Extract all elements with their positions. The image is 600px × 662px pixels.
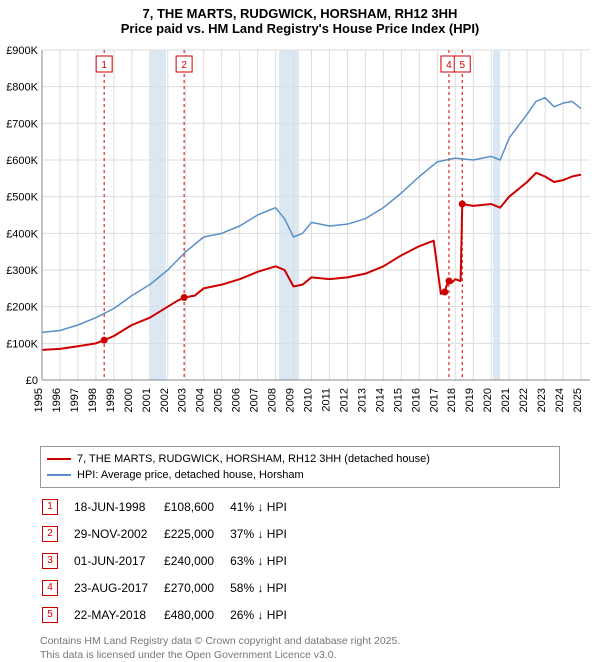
- event-date: 01-JUN-2017: [74, 548, 162, 573]
- event-marker-5: 5: [42, 607, 58, 623]
- event-price: £225,000: [164, 521, 228, 546]
- svg-text:2008: 2008: [267, 388, 279, 412]
- legend-row-1: HPI: Average price, detached house, Hors…: [47, 467, 553, 483]
- figure-root: 7, THE MARTS, RUDGWICK, HORSHAM, RH12 3H…: [0, 0, 600, 650]
- svg-text:£900K: £900K: [6, 45, 38, 57]
- event-date: 23-AUG-2017: [74, 575, 162, 600]
- event-delta: 41% ↓ HPI: [230, 494, 301, 519]
- svg-text:1995: 1995: [33, 388, 45, 412]
- event-date: 18-JUN-1998: [74, 494, 162, 519]
- svg-text:2024: 2024: [554, 388, 566, 412]
- svg-text:2001: 2001: [141, 388, 153, 412]
- event-delta: 26% ↓ HPI: [230, 602, 301, 627]
- svg-text:2006: 2006: [231, 388, 243, 412]
- event-row: 4 23-AUG-2017£270,00058% ↓ HPI: [42, 575, 301, 600]
- event-marker-2: 2: [42, 526, 58, 542]
- svg-text:2011: 2011: [320, 388, 332, 412]
- legend-swatch-0: [47, 458, 71, 460]
- legend-swatch-1: [47, 474, 71, 476]
- svg-text:1997: 1997: [69, 388, 81, 412]
- svg-text:£0: £0: [26, 375, 38, 387]
- svg-text:2010: 2010: [303, 388, 315, 412]
- svg-text:£300K: £300K: [6, 265, 38, 277]
- event-marker-3: 3: [42, 553, 58, 569]
- svg-text:2000: 2000: [123, 388, 135, 412]
- svg-text:2018: 2018: [446, 388, 458, 412]
- svg-text:£800K: £800K: [6, 82, 38, 94]
- chart-svg: £0 £100K £200K £300K £400K £500K £600K £700K £80…: [0, 40, 600, 440]
- events-table: 1 18-JUN-1998£108,60041% ↓ HPI 2 29-NOV-200…: [40, 492, 303, 629]
- event-marker-4: 4: [42, 580, 58, 596]
- svg-text:£400K: £400K: [6, 228, 38, 240]
- svg-text:2009: 2009: [285, 388, 297, 412]
- legend-box: 7, THE MARTS, RUDGWICK, HORSHAM, RH12 3H…: [40, 446, 560, 488]
- svg-text:2015: 2015: [392, 388, 404, 412]
- svg-text:2025: 2025: [572, 388, 584, 412]
- event-date: 29-NOV-2002: [74, 521, 162, 546]
- svg-text:2017: 2017: [428, 388, 440, 412]
- event-delta: 58% ↓ HPI: [230, 575, 301, 600]
- svg-text:2003: 2003: [177, 388, 189, 412]
- legend-label-1: HPI: Average price, detached house, Hors…: [77, 469, 304, 481]
- svg-text:1999: 1999: [105, 388, 117, 412]
- footer: Contains HM Land Registry data © Crown c…: [40, 635, 560, 662]
- legend-label-0: 7, THE MARTS, RUDGWICK, HORSHAM, RH12 3H…: [77, 453, 430, 465]
- chart-area: £0 £100K £200K £300K £400K £500K £600K £700K £80…: [0, 40, 600, 440]
- svg-text:2002: 2002: [159, 388, 171, 412]
- svg-text:1998: 1998: [87, 388, 99, 412]
- event-row: 1 18-JUN-1998£108,60041% ↓ HPI: [42, 494, 301, 519]
- svg-text:2016: 2016: [410, 388, 422, 412]
- svg-text:1: 1: [101, 60, 107, 71]
- svg-text:£200K: £200K: [6, 302, 38, 314]
- svg-text:1996: 1996: [51, 388, 63, 412]
- svg-text:£500K: £500K: [6, 192, 38, 204]
- svg-text:2020: 2020: [482, 388, 494, 412]
- svg-text:2: 2: [181, 60, 187, 71]
- footer-line-2: This data is licensed under the Open Gov…: [40, 649, 560, 662]
- event-price: £270,000: [164, 575, 228, 600]
- event-delta: 63% ↓ HPI: [230, 548, 301, 573]
- event-marker-1: 1: [42, 499, 58, 515]
- svg-text:2013: 2013: [356, 388, 368, 412]
- svg-text:2005: 2005: [213, 388, 225, 412]
- event-row: 5 22-MAY-2018£480,00026% ↓ HPI: [42, 602, 301, 627]
- title-block: 7, THE MARTS, RUDGWICK, HORSHAM, RH12 3H…: [0, 0, 600, 40]
- svg-text:2019: 2019: [464, 388, 476, 412]
- event-row: 2 29-NOV-2002£225,00037% ↓ HPI: [42, 521, 301, 546]
- svg-text:2004: 2004: [195, 388, 207, 412]
- event-delta: 37% ↓ HPI: [230, 521, 301, 546]
- svg-text:2021: 2021: [500, 388, 512, 412]
- event-price: £240,000: [164, 548, 228, 573]
- svg-text:2022: 2022: [518, 388, 530, 412]
- svg-text:2012: 2012: [338, 388, 350, 412]
- event-price: £480,000: [164, 602, 228, 627]
- event-row: 3 01-JUN-2017£240,00063% ↓ HPI: [42, 548, 301, 573]
- svg-text:2023: 2023: [536, 388, 548, 412]
- svg-text:5: 5: [459, 60, 465, 71]
- svg-text:£100K: £100K: [6, 338, 38, 350]
- title-line-1: 7, THE MARTS, RUDGWICK, HORSHAM, RH12 3H…: [0, 6, 600, 21]
- event-price: £108,600: [164, 494, 228, 519]
- svg-text:£600K: £600K: [6, 155, 38, 167]
- footer-line-1: Contains HM Land Registry data © Crown c…: [40, 635, 560, 649]
- svg-text:£700K: £700K: [6, 118, 38, 130]
- event-date: 22-MAY-2018: [74, 602, 162, 627]
- svg-text:4: 4: [446, 60, 452, 71]
- svg-text:2014: 2014: [374, 388, 386, 412]
- title-line-2: Price paid vs. HM Land Registry's House …: [0, 21, 600, 36]
- svg-text:2007: 2007: [249, 388, 261, 412]
- legend-row-0: 7, THE MARTS, RUDGWICK, HORSHAM, RH12 3H…: [47, 451, 553, 467]
